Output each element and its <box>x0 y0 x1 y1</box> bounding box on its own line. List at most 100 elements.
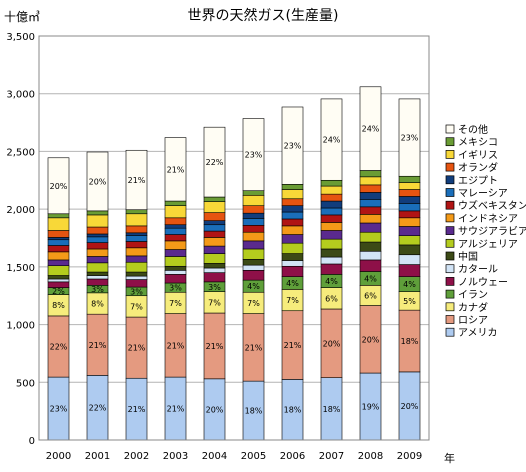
bar-segment <box>281 184 304 190</box>
bar-segment <box>398 264 421 277</box>
x-tick-label: 2003 <box>163 451 188 462</box>
legend-item: ノルウェー <box>445 276 508 288</box>
legend-item: 中国 <box>445 250 478 263</box>
bar-segment <box>125 241 148 249</box>
legend-label: マレーシア <box>458 189 508 200</box>
bar-segment <box>47 275 70 280</box>
legend-item: ウズベキスタン <box>445 199 526 212</box>
data-label: 5% <box>403 297 416 306</box>
bar-segment <box>398 244 421 256</box>
data-label: 18% <box>284 406 302 415</box>
bar-segment <box>398 210 421 219</box>
bars: 23%22%8%2%20%22%21%8%3%20%21%21%7%3%21%2… <box>47 86 421 441</box>
bar-segment <box>359 86 382 171</box>
legend-label: ロシア <box>458 316 488 327</box>
bar-segment <box>125 235 148 242</box>
data-label: 3% <box>130 287 143 296</box>
bar-segment <box>164 249 187 257</box>
data-label: 7% <box>169 299 182 308</box>
bar-segment <box>281 234 304 244</box>
bar-segment <box>47 213 70 219</box>
bar-segment <box>47 237 70 241</box>
bar-segment <box>86 248 109 257</box>
x-tick-label: 2008 <box>358 451 383 462</box>
bar-segment <box>47 230 70 238</box>
bar-segment <box>359 250 382 261</box>
legend-swatch <box>445 175 455 185</box>
bar-segment <box>320 98 343 181</box>
data-label: 21% <box>89 341 107 350</box>
bar-segment <box>47 245 70 253</box>
data-label: 20% <box>401 402 419 411</box>
legend-item: イラン <box>445 289 488 301</box>
legend-label: エジプト <box>458 175 498 187</box>
bar-segment <box>164 270 187 275</box>
data-label: 7% <box>286 296 299 305</box>
bar-segment <box>164 265 187 271</box>
bar-segment <box>320 263 343 275</box>
legend-label: アルジェリア <box>458 239 518 250</box>
bar-segment <box>398 203 421 212</box>
bar-segment <box>203 224 226 232</box>
data-label: 21% <box>245 343 263 352</box>
data-label: 4% <box>364 274 377 283</box>
data-label: 6% <box>325 294 338 303</box>
bar-segment <box>359 184 382 193</box>
legend-swatch <box>445 277 455 286</box>
bar-segment <box>281 253 304 261</box>
bar-segment <box>86 242 109 250</box>
bar-segment <box>281 205 304 213</box>
bar-segment <box>125 279 148 288</box>
x-tick-label: 2007 <box>319 451 344 462</box>
bar-segment <box>281 198 304 206</box>
bar-segment <box>164 224 187 229</box>
bar-segment <box>242 240 265 250</box>
bar-segment <box>125 232 148 236</box>
data-label: 20% <box>50 182 68 191</box>
bar-segment <box>359 214 382 224</box>
bar-segment <box>320 238 343 250</box>
legend-item: アルジェリア <box>445 238 518 250</box>
legend-label: その他 <box>458 123 488 136</box>
bar-segment <box>86 275 109 280</box>
bar-segment <box>164 227 187 235</box>
bar-segment <box>359 206 382 215</box>
bar-segment <box>359 222 382 233</box>
legend-label: イギリス <box>458 149 498 161</box>
data-label: 24% <box>362 125 380 134</box>
data-label: 21% <box>206 342 224 351</box>
bar-segment <box>125 213 148 227</box>
legend-swatch <box>445 315 455 324</box>
plot-frame <box>38 35 430 441</box>
bar-segment <box>125 209 148 215</box>
bar-segment <box>125 261 148 273</box>
data-label: 21% <box>167 405 185 414</box>
data-label: 7% <box>130 302 143 311</box>
bar-segment <box>203 245 226 254</box>
bar-segment <box>359 199 382 208</box>
legend-swatch <box>445 251 455 261</box>
data-label: 7% <box>208 298 221 307</box>
bar-segment <box>203 126 226 198</box>
data-label: 22% <box>50 343 68 352</box>
bar-segment <box>242 205 265 214</box>
data-label: 23% <box>401 134 419 143</box>
bar-segment <box>398 182 421 190</box>
legend-label: イラン <box>458 289 488 301</box>
bar-segment <box>86 151 109 212</box>
bar-segment <box>125 255 148 263</box>
bar-stack: 23% 22% 8% 2% 20% <box>47 157 70 441</box>
data-label: 18% <box>245 407 263 416</box>
data-label: 4% <box>286 279 299 288</box>
legend-swatch <box>445 226 455 235</box>
data-label: 21% <box>167 341 185 350</box>
data-label: 23% <box>245 151 263 160</box>
bar-segment <box>242 194 265 206</box>
legend-label: カナダ <box>458 301 488 314</box>
bar-segment <box>281 189 304 200</box>
legend-swatch <box>445 327 455 337</box>
bar-stack: 21% 21% 7% 3% 21% <box>125 149 148 441</box>
bar-segment <box>203 201 226 213</box>
x-tick-label: 2000 <box>46 451 71 462</box>
